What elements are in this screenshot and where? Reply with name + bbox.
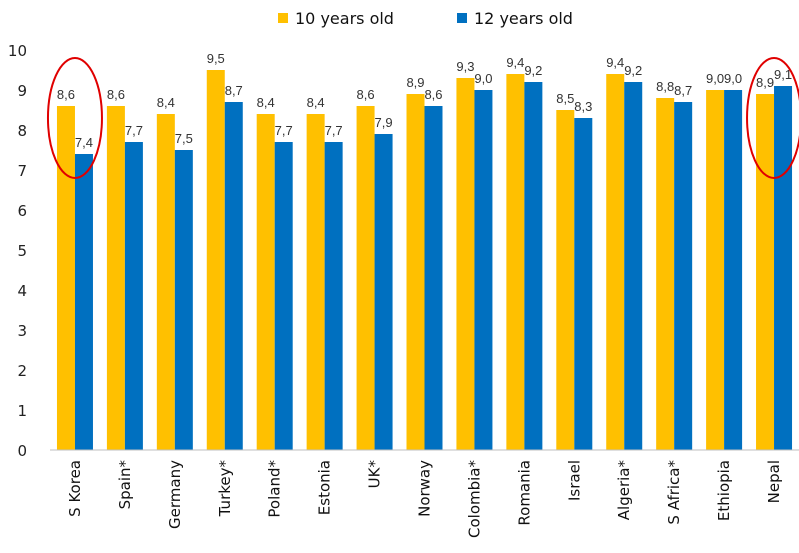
bar-12-years-old-romania xyxy=(524,82,543,450)
data-label-10-years-old-uk: 8,6 xyxy=(357,87,375,102)
data-label-10-years-old-s-africa: 8,8 xyxy=(656,79,674,94)
category-label-romania: Romania xyxy=(515,460,533,526)
y-tick-label: 4 xyxy=(17,282,27,300)
bar-10-years-old-spain xyxy=(106,106,125,450)
data-label-10-years-old-romania: 9,4 xyxy=(506,55,524,70)
bar-10-years-old-turkey xyxy=(206,70,225,450)
legend-label-10-years-old: 10 years old xyxy=(295,9,394,28)
bar-10-years-old-norway xyxy=(406,94,425,450)
highlight-ellipse-nepal xyxy=(746,57,799,179)
data-label-10-years-old-ethiopia: 9,0 xyxy=(706,71,724,86)
bars xyxy=(56,70,793,450)
data-label-12-years-old-turkey: 8,7 xyxy=(225,83,243,98)
data-label-12-years-old-s-africa: 8,7 xyxy=(674,83,692,98)
data-label-10-years-old-algeria: 9,4 xyxy=(606,55,624,70)
bar-12-years-old-nepal xyxy=(774,86,793,450)
bar-12-years-old-turkey xyxy=(224,102,243,450)
data-label-12-years-old-norway: 8,6 xyxy=(424,87,442,102)
data-label-12-years-old-germany: 7,5 xyxy=(175,131,193,146)
y-tick-label: 0 xyxy=(17,442,27,460)
bar-12-years-old-norway xyxy=(424,106,443,450)
data-label-12-years-old-poland: 7,7 xyxy=(275,123,293,138)
category-label-estonia: Estonia xyxy=(316,460,334,515)
data-label-10-years-old-colombia: 9,3 xyxy=(456,59,474,74)
bar-12-years-old-israel xyxy=(574,118,593,450)
y-tick-label: 5 xyxy=(17,242,27,260)
bar-10-years-old-nepal xyxy=(756,94,775,450)
bar-10-years-old-estonia xyxy=(306,114,325,450)
data-label-12-years-old-nepal: 9,1 xyxy=(774,67,792,82)
category-label-colombia: Colombia* xyxy=(465,460,483,538)
category-label-s-africa: S Africa* xyxy=(665,460,683,525)
bar-10-years-old-algeria xyxy=(606,74,625,450)
data-label-12-years-old-colombia: 9,0 xyxy=(474,71,492,86)
legend: 10 years old 12 years old xyxy=(278,9,573,28)
data-label-12-years-old-ethiopia: 9,0 xyxy=(724,71,742,86)
bar-12-years-old-spain xyxy=(124,142,143,450)
category-label-germany: Germany xyxy=(166,460,184,529)
highlight-ellipse-s-korea xyxy=(46,57,103,179)
y-tick-label: 3 xyxy=(17,322,27,340)
y-tick-label: 8 xyxy=(17,122,27,140)
bar-10-years-old-germany xyxy=(156,114,175,450)
category-label-norway: Norway xyxy=(416,460,434,517)
data-label-12-years-old-algeria: 9,2 xyxy=(624,63,642,78)
bar-10-years-old-uk xyxy=(356,106,375,450)
data-label-10-years-old-israel: 8,5 xyxy=(556,91,574,106)
bar-10-years-old-colombia xyxy=(456,78,475,450)
bar-12-years-old-colombia xyxy=(474,90,493,450)
bar-12-years-old-ethiopia xyxy=(724,90,743,450)
data-label-10-years-old-poland: 8,4 xyxy=(257,95,275,110)
bar-10-years-old-s-africa xyxy=(656,98,675,450)
data-label-10-years-old-spain: 8,6 xyxy=(107,87,125,102)
legend-label-12-years-old: 12 years old xyxy=(474,9,573,28)
category-label-spain: Spain* xyxy=(116,460,134,510)
category-label-uk: UK* xyxy=(366,460,384,489)
legend-swatch-12-years-old xyxy=(457,13,467,23)
y-tick-label: 2 xyxy=(17,362,27,380)
bar-12-years-old-algeria xyxy=(624,82,643,450)
data-label-10-years-old-germany: 8,4 xyxy=(157,95,175,110)
data-label-10-years-old-s-korea: 8,6 xyxy=(57,87,75,102)
y-tick-label: 9 xyxy=(17,82,27,100)
data-label-10-years-old-nepal: 8,9 xyxy=(756,75,774,90)
category-label-ethiopia: Ethiopia xyxy=(715,460,733,521)
highlight-circles xyxy=(46,57,799,179)
bar-12-years-old-s-africa xyxy=(674,102,693,450)
bar-10-years-old-romania xyxy=(506,74,525,450)
category-label-algeria: Algeria* xyxy=(615,460,633,521)
y-tick-label: 7 xyxy=(17,162,27,180)
category-label-poland: Poland* xyxy=(266,460,284,518)
data-label-10-years-old-turkey: 9,5 xyxy=(207,51,225,66)
y-tick-label: 6 xyxy=(17,202,27,220)
y-axis: 0 1 2 3 4 5 6 7 8 9 10 xyxy=(8,42,27,460)
data-label-12-years-old-s-korea: 7,4 xyxy=(75,135,93,150)
x-axis: S Korea Spain* Germany Turkey* Poland* Estoni… xyxy=(50,449,799,538)
bar-10-years-old-s-korea xyxy=(56,106,75,450)
data-label-10-years-old-estonia: 8,4 xyxy=(307,95,325,110)
bar-12-years-old-s-korea xyxy=(74,154,93,450)
data-label-12-years-old-romania: 9,2 xyxy=(524,63,542,78)
bar-12-years-old-germany xyxy=(174,150,193,450)
data-labels: 8,67,48,67,78,47,59,58,78,47,78,47,78,67… xyxy=(57,51,792,150)
category-label-nepal: Nepal xyxy=(765,460,783,503)
data-label-10-years-old-norway: 8,9 xyxy=(406,75,424,90)
data-label-12-years-old-estonia: 7,7 xyxy=(325,123,343,138)
bar-10-years-old-ethiopia xyxy=(706,90,725,450)
category-label-turkey: Turkey* xyxy=(216,460,234,518)
category-label-s-korea: S Korea xyxy=(66,460,84,517)
legend-swatch-10-years-old xyxy=(278,13,288,23)
bar-10-years-old-israel xyxy=(556,110,575,450)
y-tick-label: 10 xyxy=(8,42,27,60)
bar-12-years-old-poland xyxy=(274,142,293,450)
y-tick-label: 1 xyxy=(17,402,27,420)
data-label-12-years-old-uk: 7,9 xyxy=(375,115,393,130)
data-label-12-years-old-spain: 7,7 xyxy=(125,123,143,138)
category-label-israel: Israel xyxy=(565,460,583,501)
bar-10-years-old-poland xyxy=(256,114,275,450)
data-label-12-years-old-israel: 8,3 xyxy=(574,99,592,114)
bar-12-years-old-estonia xyxy=(324,142,343,450)
bar-12-years-old-uk xyxy=(374,134,393,450)
